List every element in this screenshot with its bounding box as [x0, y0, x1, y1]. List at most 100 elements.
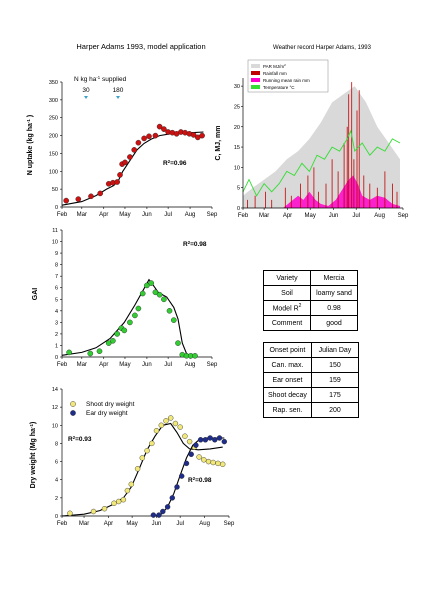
gai-y-tick-label: 10 [52, 240, 58, 246]
weather-y-tick-label: 0 [237, 206, 240, 212]
n-uptake-x-tick-label: May [119, 212, 130, 218]
variety-key-text: Soil [281, 289, 293, 297]
n-uptake-y-tick-label: 300 [49, 98, 58, 104]
shoot-point [158, 422, 165, 428]
dry-weight-y-tick-label: 0 [55, 514, 58, 520]
onset-value-text: 159 [329, 376, 341, 384]
weather-legend-label-text: Running mean rain mm [263, 78, 310, 83]
gai-y-tick-label: 8 [55, 263, 58, 269]
n-uptake-point [135, 139, 142, 146]
main-title: Harper Adams 1993, model application [76, 42, 205, 51]
n-uptake-point [146, 133, 152, 140]
n-uptake-y-tick-label: 0 [55, 205, 58, 211]
onset-header-key-text: Onset point [269, 346, 306, 354]
variety-row: Variety Mercia [263, 270, 358, 286]
weather-x-tick-label: Aug [374, 213, 385, 219]
weather-running-rain-area [283, 175, 400, 208]
gai-point [121, 327, 128, 334]
weather-x-tick-label: Feb [238, 213, 249, 219]
shoot-point [172, 420, 179, 427]
onset-row: Can. max. 150 [263, 357, 359, 373]
ear-point [156, 512, 162, 518]
onset-key-text: Can. max. [271, 361, 304, 369]
n-uptake-y-tick-label: 100 [49, 169, 58, 175]
onset-key: Ear onset [263, 372, 312, 388]
onset-key: Can. max. [263, 357, 312, 373]
gai-point [156, 291, 163, 298]
gai-r2-part: R [183, 241, 188, 248]
dry-weight-x-tick-label: Apr [104, 521, 113, 527]
n-uptake-x-tick-label: Aug [185, 212, 196, 218]
ear-point [160, 508, 166, 515]
weather-y-tick-label: 20 [234, 125, 240, 131]
gai-x-tick-label: Apr [99, 362, 108, 368]
ear-point [183, 460, 190, 467]
ear-r2: R2=0.98 [188, 476, 212, 485]
weather-legend-label: Rainfall mm [263, 71, 287, 76]
ear-point [174, 484, 180, 490]
weather-temperature-line [242, 129, 401, 197]
gai-point [114, 331, 120, 337]
variety-row: Comment good [263, 315, 358, 331]
ear-point [212, 437, 218, 443]
shoot-point [120, 497, 127, 503]
gai-point [192, 352, 198, 359]
n-supplied-label-part: N kg ha [74, 76, 97, 83]
n-uptake-point [141, 135, 147, 142]
variety-key: Comment [263, 315, 311, 331]
shoot-point [182, 433, 188, 439]
shoot-point [163, 418, 169, 424]
weather-legend-label-text: Temperature °C [263, 85, 295, 90]
weather-legend-box [247, 59, 329, 93]
n-uptake-point [161, 126, 167, 132]
weather-legend-swatch [251, 85, 260, 89]
variety-value: 0.98 [310, 300, 358, 316]
ear-point [188, 451, 194, 457]
gai-r2: R2=0.98 [183, 240, 207, 249]
weather-legend-swatch [251, 64, 260, 68]
onset-table: Onset point Julian Day Can. max. 150 Ear ons… [263, 342, 359, 418]
gai-y-tick-label: 7 [55, 274, 58, 280]
n-uptake-y-tick-label: 200 [49, 134, 58, 140]
n-dose-180-marker [116, 96, 120, 99]
weather-y-tick-label: 15 [234, 145, 240, 151]
gai-point [148, 280, 154, 286]
dry-weight-y-label-part: -1 [29, 424, 34, 429]
n-uptake-model-line [61, 131, 204, 206]
n-uptake-x-tick-label: Sep [207, 212, 218, 218]
shoot-point [149, 440, 155, 447]
gai-y-tick-label: 0 [55, 355, 58, 361]
onset-value: 200 [310, 402, 359, 418]
variety-key: Variety [263, 270, 311, 286]
variety-table: Variety Mercia Soil loamy sand Model R2 0.98 C… [263, 270, 358, 331]
n-uptake-y-label-part: -1 [26, 119, 31, 124]
gai-point [144, 282, 150, 289]
shoot-point [124, 487, 131, 494]
variety-value: Mercia [310, 270, 358, 286]
variety-value-text: 0.98 [327, 304, 341, 312]
variety-value-text: Mercia [323, 274, 345, 282]
n-uptake-x-tick-label: Apr [99, 212, 108, 218]
onset-value-text: 150 [329, 361, 341, 369]
dry-weight-x-tick-label: Mar [79, 521, 89, 527]
shoot-point [201, 457, 207, 463]
n-uptake-r2-part: 2 [168, 159, 171, 164]
onset-value-text: 175 [329, 391, 341, 399]
dry-weight-y-tick-label: 14 [52, 387, 58, 393]
gai-point [170, 317, 177, 323]
n-supplied-label: N kg ha-1 supplied [74, 75, 127, 84]
n-uptake-point [75, 196, 82, 202]
dry-weight-y-tick-label: 12 [52, 405, 58, 411]
variety-value: loamy sand [310, 285, 358, 301]
gai-y-tick-label: 2 [55, 332, 58, 338]
n-uptake-x-tick-label: Jun [142, 212, 152, 218]
n-uptake-y-label-part: ) [27, 115, 34, 119]
shoot-point [67, 510, 73, 516]
gai-point [96, 348, 103, 355]
ear-r2-part: R [188, 477, 193, 484]
ear-point [197, 437, 204, 443]
dry-weight-y-tick-label: 2 [55, 496, 58, 502]
gai-point [139, 290, 146, 297]
ear-point [216, 435, 223, 441]
shoot-point [186, 438, 193, 445]
